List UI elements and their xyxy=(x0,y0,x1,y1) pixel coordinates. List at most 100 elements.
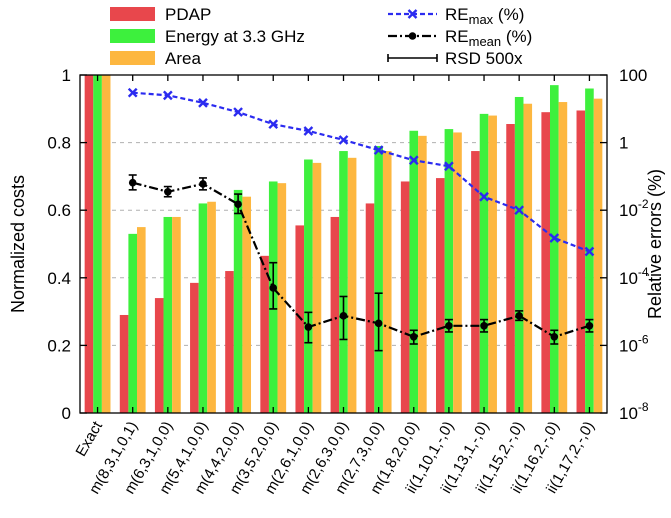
point-re-mean xyxy=(409,332,418,341)
y-tick-label: 0.8 xyxy=(47,134,71,153)
legend-label-1: PDAP xyxy=(165,5,211,24)
point-re-mean xyxy=(304,323,313,331)
bar-3 xyxy=(137,227,146,413)
y2-tick-label: 1 xyxy=(619,134,628,153)
y-tick-label: 0 xyxy=(62,404,71,423)
bar-3 xyxy=(523,103,533,413)
bar-2 xyxy=(444,129,454,413)
bar-3 xyxy=(558,102,568,413)
point-re-mean xyxy=(550,332,559,341)
bar-1 xyxy=(225,271,234,413)
legend-swatch-3 xyxy=(110,51,155,65)
point-re-mean xyxy=(339,312,348,320)
bar-1 xyxy=(435,178,445,413)
bar-1 xyxy=(119,314,129,413)
bar-2 xyxy=(233,189,243,413)
point-re-mean xyxy=(445,322,453,330)
bar-1 xyxy=(190,282,199,413)
legend: PDAP Energy at 3.3 GHz Area REmax (%)REmean… xyxy=(110,5,532,68)
point-re-max xyxy=(162,90,173,101)
bar-3 xyxy=(242,196,252,413)
y-axis-label: Normalized costs xyxy=(8,175,28,313)
point-re-mean xyxy=(585,322,594,330)
bar-3 xyxy=(593,98,603,413)
bar-2 xyxy=(128,233,138,413)
legend-marker-re-max xyxy=(407,9,418,19)
bar-3 xyxy=(172,216,181,413)
point-re-max xyxy=(198,97,208,108)
bar-3 xyxy=(418,135,427,413)
point-re-max xyxy=(303,126,314,136)
bar-2 xyxy=(514,96,524,413)
legend-marker-re-mean xyxy=(408,32,417,40)
point-re-max xyxy=(408,155,419,166)
point-re-max xyxy=(514,205,525,216)
bar-1 xyxy=(400,181,410,413)
bar-2 xyxy=(304,159,313,413)
bar-1 xyxy=(260,255,269,413)
x-tick-label: Exact xyxy=(73,418,107,460)
point-re-max xyxy=(584,246,595,257)
y2-axis-label: Relative errors (%) xyxy=(645,169,665,319)
line-re-mean xyxy=(132,181,590,338)
y2-tick-label: 10-4 xyxy=(619,265,649,288)
line-marks xyxy=(127,87,595,352)
bar-1 xyxy=(330,216,340,413)
bar-2 xyxy=(549,85,559,413)
bar-2 xyxy=(479,113,489,414)
point-re-max xyxy=(233,107,243,117)
y2-tick-label: 100 xyxy=(619,66,647,85)
line-re-max xyxy=(132,91,590,253)
point-re-mean xyxy=(164,188,172,196)
bar-2 xyxy=(374,145,383,414)
bar-3 xyxy=(453,132,462,413)
y-tick-label: 0.4 xyxy=(47,269,71,288)
y2-tick-label: 10-2 xyxy=(619,197,649,220)
point-re-max xyxy=(479,191,489,202)
bar-2 xyxy=(339,151,348,414)
y-tick-label: 1 xyxy=(62,66,71,85)
bar-2 xyxy=(163,216,173,413)
bar-3 xyxy=(101,75,111,413)
bar-2 xyxy=(198,203,208,413)
bar-2 xyxy=(409,130,419,413)
point-re-max xyxy=(373,145,384,155)
legend-swatch-1 xyxy=(110,7,155,21)
y2-tick-label: 10-6 xyxy=(619,332,649,355)
bar-1 xyxy=(84,75,94,413)
bar-1 xyxy=(295,225,305,413)
legend-label-re-mean: REmean (%) xyxy=(445,27,532,49)
bar-3 xyxy=(347,157,357,413)
point-re-mean xyxy=(128,178,137,187)
legend-label-rsd: RSD 500x xyxy=(445,49,523,68)
point-re-max xyxy=(444,161,454,172)
bar-1 xyxy=(365,203,375,413)
bar-marks xyxy=(84,75,603,414)
point-re-max xyxy=(338,135,349,145)
bar-1 xyxy=(506,124,515,413)
point-re-mean xyxy=(199,180,207,188)
legend-label-re-max: REmax (%) xyxy=(445,5,524,27)
point-re-max xyxy=(127,87,138,98)
bar-1 xyxy=(471,151,480,414)
point-re-max xyxy=(549,233,560,243)
y2-tick-label: 10-8 xyxy=(619,400,649,423)
y-tick-label: 0.6 xyxy=(47,201,71,220)
point-re-mean xyxy=(374,319,383,328)
legend-label-3: Area xyxy=(165,49,201,68)
bar-1 xyxy=(576,110,586,414)
bar-3 xyxy=(488,115,497,413)
bar-2 xyxy=(93,75,102,413)
bar-1 xyxy=(541,112,550,414)
point-re-mean xyxy=(515,312,523,320)
y-tick-label: 0.2 xyxy=(47,336,71,355)
legend-swatch-2 xyxy=(110,29,155,43)
point-re-mean xyxy=(269,284,278,292)
bar-3 xyxy=(382,151,392,414)
legend-label-2: Energy at 3.3 GHz xyxy=(165,27,305,46)
point-re-mean xyxy=(234,200,242,209)
point-re-max xyxy=(268,119,279,130)
bar-3 xyxy=(312,162,322,413)
bar-3 xyxy=(207,201,216,413)
